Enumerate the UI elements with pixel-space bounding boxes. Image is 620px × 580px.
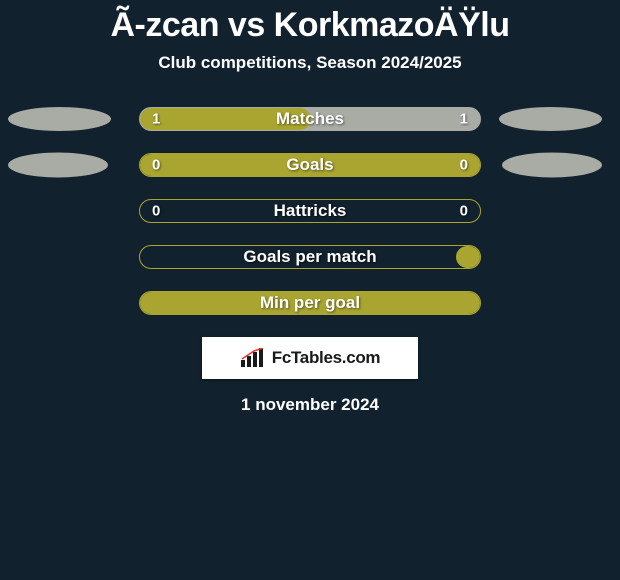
stat-value-left: 0 [152,157,160,174]
stat-label: Goals [286,155,333,175]
stat-row: Goals 0 0 [0,153,620,177]
stat-value-left: 0 [152,203,160,220]
player-left-ellipse [8,107,111,131]
player-left-ellipse [8,153,108,178]
stat-label: Goals per match [243,247,376,267]
fctables-logo: FcTables.com [202,337,418,379]
subtitle: Club competitions, Season 2024/2025 [0,53,620,73]
bars-icon [240,348,266,368]
stat-bar-track: Goals per match [139,245,481,269]
stat-label: Matches [276,109,344,129]
stat-value-right: 0 [460,157,468,174]
player-right-ellipse [502,153,602,178]
stat-label: Min per goal [260,293,360,313]
date-label: 1 november 2024 [0,395,620,415]
player-right-ellipse [499,107,602,131]
stat-bar-track: Matches 1 1 [139,107,481,131]
stat-label: Hattricks [274,201,347,221]
logo-text: FcTables.com [272,348,381,368]
stat-value-right: 1 [460,111,468,128]
stat-row: Min per goal [0,291,620,315]
page-title: Ã-zcan vs KorkmazoÄŸlu [0,6,620,45]
stat-bar-track: Goals 0 0 [139,153,481,177]
stat-bar-fill [456,246,480,268]
stat-row: Goals per match [0,245,620,269]
stat-row: Matches 1 1 [0,107,620,131]
stat-row: Hattricks 0 0 [0,199,620,223]
stat-rows: Matches 1 1 Goals 0 0 Hattricks 0 0 Goals per mat… [0,107,620,315]
stat-value-left: 1 [152,111,160,128]
stat-bar-track: Min per goal [139,291,481,315]
stat-value-right: 0 [460,203,468,220]
stat-bar-track: Hattricks 0 0 [139,199,481,223]
